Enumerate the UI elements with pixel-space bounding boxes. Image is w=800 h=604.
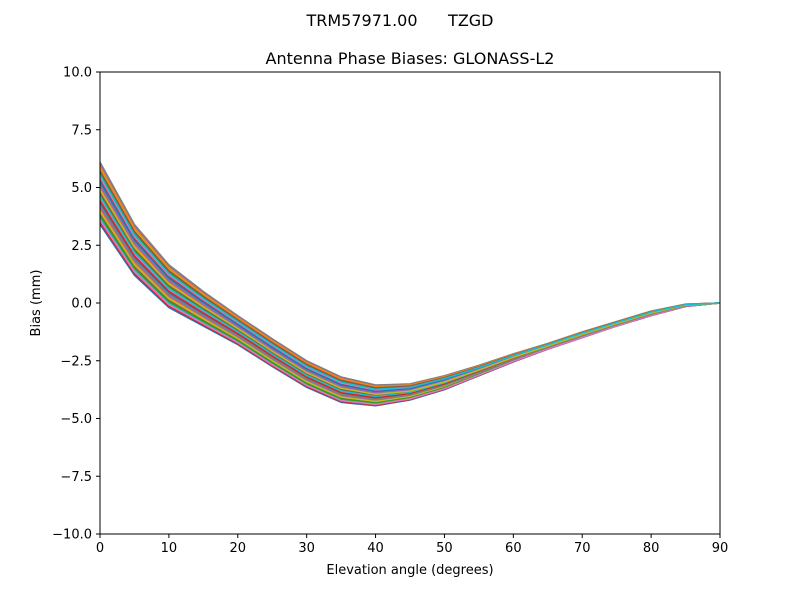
series-line <box>99 204 721 401</box>
y-tick-label: 7.5 <box>71 123 92 138</box>
x-tick-label: 20 <box>230 541 247 556</box>
series-line <box>99 219 721 406</box>
y-axis-label: Bias (mm) <box>29 270 44 337</box>
series-line <box>99 168 721 388</box>
y-tick-label: 5.0 <box>71 181 92 196</box>
series-group <box>99 161 721 407</box>
figure-suptitle: TRM57971.00 TZGD <box>305 11 493 30</box>
series-line <box>99 170 721 389</box>
series-line <box>99 172 721 390</box>
y-axis-ticks: −10.0 −7.5 −5.0 −2.5 0.0 2.5 5.0 7.5 10.0 <box>52 66 100 543</box>
x-axis-ticks: 0 10 20 30 40 50 60 70 80 90 <box>96 534 728 556</box>
x-tick-label: 70 <box>574 541 591 556</box>
y-tick-label: −5.0 <box>60 412 92 427</box>
x-axis-label: Elevation angle (degrees) <box>326 563 493 578</box>
series-line <box>99 174 721 391</box>
x-tick-label: 10 <box>161 541 178 556</box>
x-tick-label: 50 <box>436 541 453 556</box>
y-tick-label: 10.0 <box>63 66 92 81</box>
y-tick-label: 2.5 <box>71 239 92 254</box>
series-line <box>99 189 721 396</box>
x-tick-label: 0 <box>96 541 104 556</box>
x-tick-label: 90 <box>712 541 729 556</box>
x-tick-label: 30 <box>298 541 315 556</box>
x-tick-label: 40 <box>367 541 384 556</box>
y-tick-label: −10.0 <box>52 528 92 543</box>
y-tick-label: −2.5 <box>60 354 92 369</box>
series-line <box>99 163 721 387</box>
x-tick-label: 60 <box>505 541 522 556</box>
series-line <box>99 161 721 386</box>
x-tick-label: 80 <box>643 541 660 556</box>
chart-title: Antenna Phase Biases: GLONASS-L2 <box>266 49 555 68</box>
y-tick-label: −7.5 <box>60 470 92 485</box>
series-line <box>99 166 721 388</box>
y-tick-label: 0.0 <box>71 297 92 312</box>
